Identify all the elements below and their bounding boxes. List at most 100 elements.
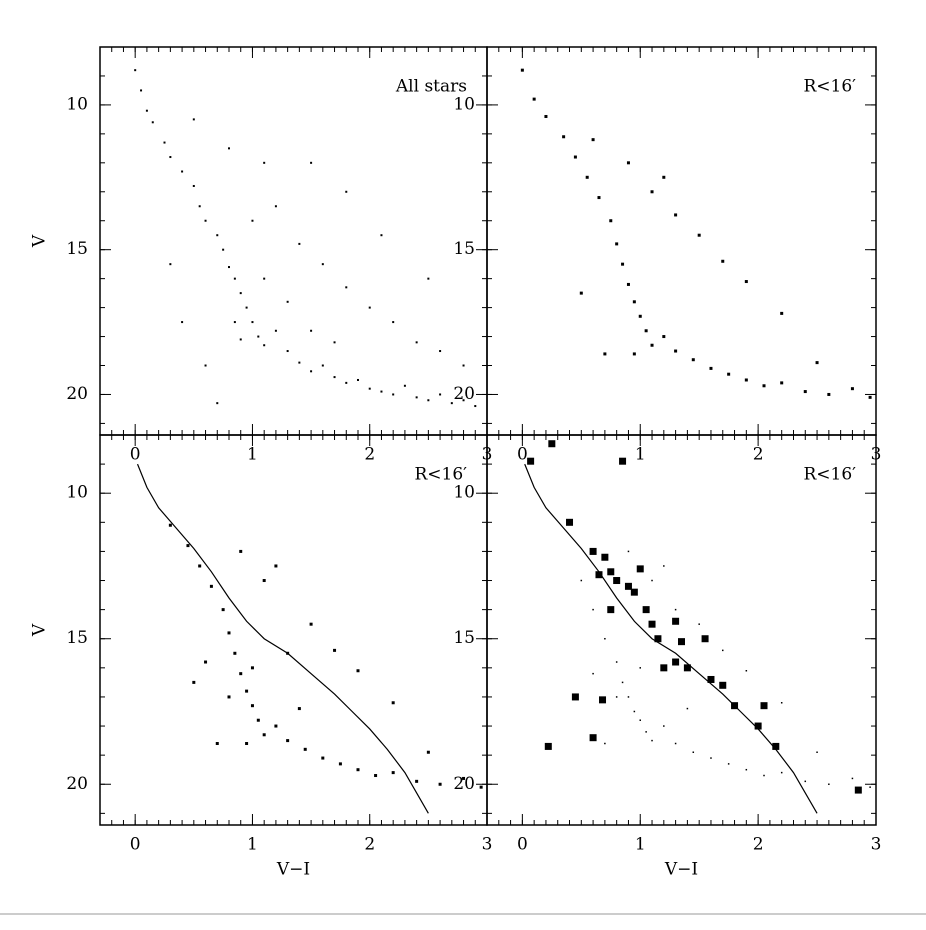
big-star (672, 617, 680, 625)
big-star (636, 565, 644, 573)
star (691, 358, 695, 362)
star (309, 622, 313, 626)
star (686, 707, 689, 710)
panel-frame (486, 46, 877, 436)
big-star (566, 518, 574, 526)
star (227, 631, 231, 635)
star (216, 234, 219, 237)
star (591, 138, 595, 142)
star (263, 277, 266, 280)
star (626, 161, 630, 165)
star (251, 321, 254, 324)
big-star (607, 568, 615, 576)
star (615, 696, 618, 698)
star (727, 372, 731, 376)
y-tick-label: 20 (453, 774, 475, 794)
y-axis-label: V (30, 234, 50, 248)
star (263, 161, 266, 164)
star (356, 669, 360, 673)
star (662, 335, 666, 339)
star (374, 774, 378, 778)
big-star (707, 675, 715, 683)
x-tick-label: 3 (482, 835, 493, 855)
x-axis-label: V−I (664, 860, 698, 880)
star (392, 393, 395, 396)
star (286, 350, 289, 353)
star (645, 731, 647, 733)
star (286, 300, 289, 303)
star (439, 393, 442, 396)
big-star (630, 588, 638, 596)
star (192, 118, 195, 121)
big-star (595, 571, 603, 579)
y-tick-label: 10 (453, 94, 475, 114)
big-star (731, 702, 739, 710)
big-star (624, 582, 632, 590)
star (192, 184, 195, 187)
big-star (672, 658, 680, 666)
star (615, 661, 618, 663)
big-star (683, 664, 691, 672)
star (321, 756, 325, 760)
star (604, 637, 606, 640)
big-star (660, 664, 668, 672)
star (403, 384, 406, 387)
star (368, 306, 371, 309)
big-star (678, 638, 685, 646)
x-axis-label: V−I (276, 860, 310, 880)
star (650, 343, 654, 347)
y-tick-label: 15 (66, 239, 88, 259)
isochrone (524, 463, 818, 814)
x-tick-label: 1 (635, 835, 646, 855)
star (216, 402, 219, 405)
star (427, 399, 430, 402)
x-tick-label: 2 (364, 445, 375, 465)
star (639, 719, 641, 721)
star (573, 155, 577, 159)
x-tick-label: 1 (247, 445, 258, 465)
star (592, 608, 594, 611)
star (579, 291, 583, 295)
star (851, 777, 854, 780)
y-axis-label: V (30, 623, 50, 637)
star (426, 750, 430, 754)
star (520, 68, 524, 72)
panel-label: All stars (395, 77, 467, 97)
star (692, 751, 695, 753)
star (816, 751, 818, 753)
star (181, 170, 184, 173)
star (662, 175, 666, 179)
y-tick-label: 20 (66, 384, 88, 404)
star (709, 366, 713, 370)
star (163, 141, 166, 144)
star (651, 739, 653, 742)
big-star (571, 693, 579, 701)
star (215, 742, 219, 746)
star (638, 314, 642, 318)
big-star (719, 681, 727, 689)
star (168, 523, 172, 527)
star (186, 544, 190, 548)
star (257, 335, 260, 338)
star (627, 550, 630, 553)
star (181, 321, 184, 324)
star (580, 579, 583, 582)
star (310, 370, 313, 373)
big-star (607, 606, 615, 614)
star (663, 725, 665, 727)
star (697, 233, 701, 237)
star (462, 364, 465, 367)
x-tick-label: 3 (871, 835, 882, 855)
star (298, 242, 301, 245)
star (627, 696, 630, 698)
y-tick-label: 15 (453, 628, 475, 648)
star (450, 402, 453, 405)
star (333, 376, 336, 379)
big-star (613, 577, 621, 585)
x-tick-label: 2 (753, 835, 764, 855)
star (233, 651, 237, 655)
x-tick-label: 2 (364, 835, 375, 855)
star (439, 350, 442, 353)
